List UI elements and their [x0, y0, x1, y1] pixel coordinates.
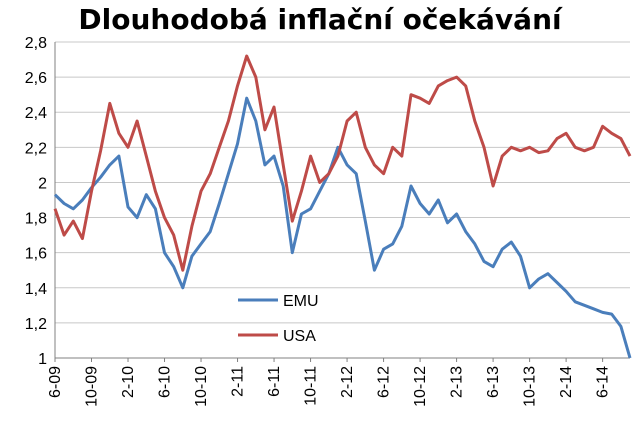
- x-tick-label: 2-14: [558, 366, 575, 398]
- legend-label-emu: EMU: [283, 293, 319, 310]
- y-tick-label: 2,2: [25, 140, 47, 157]
- x-tick-label: 10-11: [303, 366, 320, 406]
- y-tick-label: 1,6: [25, 246, 47, 263]
- y-tick-label: 2: [38, 175, 47, 192]
- y-tick-label: 1,8: [25, 211, 47, 228]
- x-tick-label: 6-13: [485, 366, 502, 398]
- x-axis: 6-09 10-09 2-10 6-10 10-10 2-11 6-11 10-11 2-12 6…: [47, 357, 630, 407]
- x-tick-label: 10-10: [193, 366, 210, 407]
- x-tick-label: 10-13: [522, 366, 539, 407]
- x-tick-label: 2-11: [230, 366, 247, 397]
- x-tick-label: 10-12: [412, 366, 429, 407]
- x-tick-label: 6-12: [376, 366, 393, 398]
- y-tick-label: 1,2: [25, 316, 47, 333]
- x-tick-label: 6-11: [266, 366, 283, 397]
- series-lines: [53, 54, 632, 359]
- y-tick-label: 2,6: [25, 70, 47, 87]
- y-axis: 1 1,2 1,4 1,6 1,8 2 2,2 2,4 2,6 2,8: [25, 35, 56, 368]
- x-tick-label: 2-10: [120, 366, 137, 398]
- legend-label-usa: USA: [283, 328, 316, 345]
- x-tick-label: 2-12: [339, 366, 356, 398]
- x-tick-label: 2-13: [449, 366, 466, 398]
- y-tick-label: 1: [38, 351, 47, 368]
- chart-title: Dlouhodobá inflační očekávání: [78, 3, 562, 36]
- x-tick-label: 10-09: [84, 366, 101, 407]
- y-tick-label: 1,4: [25, 281, 47, 298]
- legend: EMU USA: [238, 293, 319, 345]
- x-tick-label: 6-09: [47, 366, 64, 398]
- series-line-usa: [53, 54, 632, 272]
- x-tick-label: 6-14: [595, 366, 612, 398]
- x-tick-label: 6-10: [157, 366, 174, 398]
- series-line-emu: [53, 96, 632, 359]
- y-tick-label: 2,8: [25, 35, 47, 52]
- y-tick-label: 2,4: [25, 105, 47, 122]
- gridlines: [55, 41, 630, 359]
